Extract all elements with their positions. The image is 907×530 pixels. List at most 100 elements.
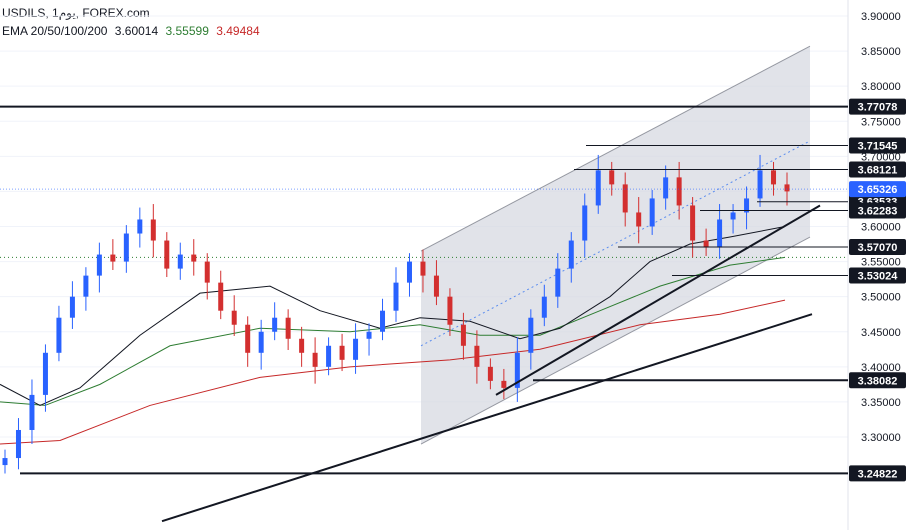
y-tick-label: 3.55000 [861, 257, 901, 269]
candle-body [69, 296, 75, 318]
level-label-bg [849, 161, 906, 178]
ema100-line [0, 256, 786, 406]
y-tick-label: 3.85000 [861, 46, 901, 58]
candle-body [447, 296, 453, 325]
y-tick-label: 3.50000 [861, 292, 901, 304]
level-label-bg [849, 137, 906, 154]
y-tick-label: 3.40000 [861, 362, 901, 374]
level-label-bg [849, 239, 906, 256]
ema200-line [0, 299, 786, 445]
candle-body [582, 205, 588, 241]
candle-body [164, 240, 170, 269]
candle-body [29, 394, 35, 430]
candle-body [636, 212, 642, 227]
candle-body [717, 219, 723, 248]
candle-body [541, 296, 547, 318]
y-tick-label: 3.75000 [861, 116, 901, 128]
candle-body [690, 205, 696, 241]
candle-body [555, 268, 561, 297]
candle-body [110, 254, 116, 262]
candle-body [2, 458, 8, 466]
candle-body [433, 275, 439, 297]
candle-body [703, 240, 709, 248]
y-tick-label: 3.35000 [861, 397, 901, 409]
ema20-value: 3.60014 [114, 24, 159, 38]
candle-body [757, 170, 763, 199]
candle-body [218, 282, 224, 311]
candle-body [730, 212, 736, 220]
candle-body [744, 198, 750, 213]
candle-body [96, 254, 102, 276]
candle-body [366, 331, 372, 339]
candle-body [528, 317, 534, 353]
candle-body [339, 345, 345, 360]
level-label: 3.62283 [858, 205, 898, 217]
candle-body [380, 310, 386, 332]
y-tick-label: 3.30000 [861, 432, 901, 444]
level-label: 3.77078 [858, 102, 898, 114]
candle-body [326, 345, 332, 367]
level-label-bg [849, 372, 906, 389]
ema-label: EMA 20/50/100/200 [2, 24, 108, 38]
candle-body [474, 345, 480, 367]
candle-body [137, 219, 143, 234]
candle-body [123, 233, 129, 262]
channel-lower [420, 236, 811, 445]
candle-body [460, 324, 466, 346]
y-tick-label: 3.70000 [861, 151, 901, 163]
candle-body [609, 170, 615, 185]
level-label-bg [849, 267, 906, 284]
y-tick-label: 3.60000 [861, 222, 901, 234]
candle-body [150, 219, 156, 241]
candle-body [191, 254, 197, 262]
level-label-bg [849, 98, 906, 115]
candle-body [784, 184, 790, 192]
candle-body [487, 366, 493, 381]
candle-body [42, 352, 48, 395]
candle-body [663, 177, 669, 199]
trendline-short [495, 204, 821, 396]
candle-body [501, 380, 507, 388]
current-price-label-bg [849, 181, 906, 198]
channel-upper [420, 45, 811, 252]
level-label: 3.24822 [858, 468, 898, 480]
level-label: 3.38082 [858, 375, 898, 387]
candle-body [204, 261, 210, 283]
candle-body [312, 352, 318, 367]
candle-body [771, 170, 777, 185]
level-label-bg [849, 465, 906, 482]
ema-legend: EMA 20/50/100/200 3.60014 3.55599 3.4948… [2, 24, 264, 38]
candle-body [299, 338, 305, 353]
candle-body [622, 184, 628, 213]
ema50-line [0, 226, 786, 406]
candle-body [285, 317, 291, 339]
candle-body [177, 254, 183, 269]
candle-body [258, 331, 264, 353]
candle-body [353, 338, 359, 360]
trendline-long [161, 313, 813, 523]
ema100-value: 3.49484 [216, 24, 260, 38]
candle-body [568, 240, 574, 269]
candle-body [514, 352, 520, 388]
level-label: 3.53024 [858, 270, 899, 282]
candle-body [231, 310, 237, 325]
y-tick-label: 3.45000 [861, 327, 901, 339]
candle-body [393, 282, 399, 311]
y-tick-label: 3.80000 [861, 81, 901, 93]
level-label-bg [849, 202, 906, 219]
candle-body [595, 170, 601, 206]
ema50-value: 3.55599 [165, 24, 209, 38]
candle-body [406, 261, 412, 283]
level-label: 3.68121 [858, 165, 898, 177]
candle-body [420, 261, 426, 276]
y-tick-label: 3.90000 [861, 11, 901, 23]
level-label: 3.71545 [858, 140, 898, 152]
level-label: 3.57070 [858, 242, 898, 254]
candle-body [245, 324, 251, 353]
candle-body [15, 429, 21, 459]
candle-body [272, 317, 278, 332]
candle-body [56, 317, 62, 353]
channel-median [420, 140, 811, 347]
candle-body [649, 198, 655, 227]
